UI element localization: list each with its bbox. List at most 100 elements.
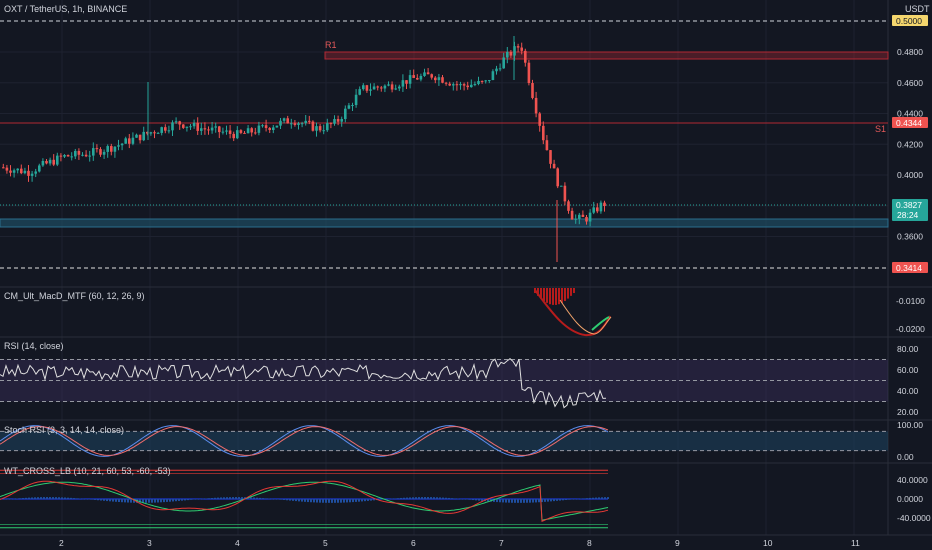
wt-hist-bar (298, 499, 300, 502)
candle (146, 131, 149, 134)
candle (268, 127, 271, 131)
wt-hist-bar (562, 499, 564, 501)
candle (380, 87, 383, 89)
candle (354, 94, 358, 106)
time-tick[interactable]: 3 (147, 538, 152, 548)
wt-hist-bar (169, 499, 171, 502)
candle (444, 82, 448, 84)
candle (581, 214, 585, 217)
wt-hist-bar (334, 499, 336, 503)
time-tick[interactable]: 10 (763, 538, 773, 548)
wt-hist-bar (58, 497, 60, 499)
wt-hist-bar (292, 499, 294, 501)
wt-hist-bar (331, 499, 333, 503)
candle (300, 123, 304, 125)
wt-hist-bar (478, 499, 480, 501)
macd-hist-bar (558, 288, 560, 305)
wt-hist-bar (424, 497, 426, 499)
wt-hist-bar (67, 497, 69, 499)
macd-hist-bar (549, 288, 551, 305)
wt-hist-bar (472, 499, 474, 501)
candle (34, 171, 37, 174)
time-tick[interactable]: 4 (235, 538, 240, 548)
wt-hist-bar (193, 499, 195, 500)
symbol-title[interactable]: OXT / TetherUS, 1h, BINANCE (4, 4, 127, 14)
time-tick[interactable]: 2 (59, 538, 64, 548)
wt-hist-bar (595, 497, 597, 499)
wt-hist-bar (127, 499, 129, 503)
wt-hist-bar (535, 499, 537, 503)
candle (574, 218, 577, 220)
wt-hist-bar (205, 498, 207, 499)
time-tick[interactable]: 9 (675, 538, 680, 548)
stoch-title[interactable]: Stoch RSI (3, 3, 14, 14, close) (4, 425, 124, 435)
price-axis: 0.48000.46000.44000.42000.40000.38000.36… (892, 15, 931, 523)
rsi-title[interactable]: RSI (14, close) (4, 341, 64, 351)
wt-hist-bar (427, 497, 429, 499)
wt-hist-bar (13, 498, 15, 500)
wt-hist-bar (139, 499, 141, 503)
wt-hist-bar (406, 497, 408, 499)
price-badge-text: 0.3414 (896, 263, 922, 273)
macd-title[interactable]: CM_Ult_MacD_MTF (60, 12, 26, 9) (4, 291, 145, 301)
wt-hist-bar (340, 499, 342, 503)
wt-hist-bar (571, 499, 573, 500)
wt-hist-bar (121, 499, 123, 503)
wt-hist-bar (460, 498, 462, 500)
time-tick[interactable]: 7 (499, 538, 504, 548)
candle (430, 74, 433, 78)
candle (84, 154, 88, 157)
currency-label[interactable]: USDT (905, 4, 930, 14)
wt-hist-bar (37, 497, 39, 499)
price-tick: 0.4400 (897, 109, 923, 119)
candle (9, 170, 12, 173)
candle (149, 132, 153, 134)
wt-hist-bar (547, 499, 549, 502)
wt-hist-bar (337, 499, 339, 503)
candle (171, 122, 174, 131)
wt-hist-bar (31, 497, 33, 499)
candle (59, 155, 63, 157)
macd-line-up (591, 316, 610, 331)
candle (556, 168, 559, 187)
candle (376, 86, 379, 88)
wt-hist-bar (310, 499, 312, 503)
wt-hist-bar (7, 499, 9, 500)
candle (95, 148, 99, 150)
wt-hist-bar (442, 497, 444, 499)
wt-hist-bar (283, 499, 285, 500)
candle (473, 84, 477, 86)
wt-hist-bar (190, 499, 192, 500)
wt-hist-bar (178, 499, 180, 501)
macd-hist-bar (546, 288, 548, 303)
time-tick[interactable]: 11 (851, 538, 860, 548)
wt-hist-bar (589, 497, 591, 499)
wt-hist-bar (517, 499, 519, 503)
candle (567, 201, 570, 211)
wt-hist-bar (142, 499, 144, 503)
wt-hist-bar (364, 499, 366, 502)
macd-hist-bar (552, 288, 554, 305)
candle (318, 126, 322, 131)
price-pane[interactable] (0, 20, 889, 269)
wt-hist-bar (433, 497, 435, 499)
time-axis[interactable]: 2 3 4 5 6 7 8 9 10 11 (59, 538, 860, 548)
wt-hist-bar (451, 498, 453, 499)
time-tick[interactable]: 6 (411, 538, 416, 548)
candle (304, 120, 307, 124)
wt-hist-bar (436, 497, 438, 499)
wt-hist-bar (295, 499, 297, 502)
wt-title[interactable]: WT_CROSS_LB (10, 21, 60, 53, -60, -53) (4, 466, 171, 476)
time-tick[interactable]: 5 (323, 538, 328, 548)
candle (509, 51, 513, 56)
wt-hist-bar (277, 499, 279, 500)
wt-hist-bar (271, 498, 273, 500)
candle (326, 123, 329, 131)
candle (207, 129, 210, 131)
price-badge-text: 0.4344 (896, 118, 922, 128)
time-tick[interactable]: 8 (587, 538, 592, 548)
candle (246, 128, 250, 134)
wt-hist-bar (532, 499, 534, 503)
